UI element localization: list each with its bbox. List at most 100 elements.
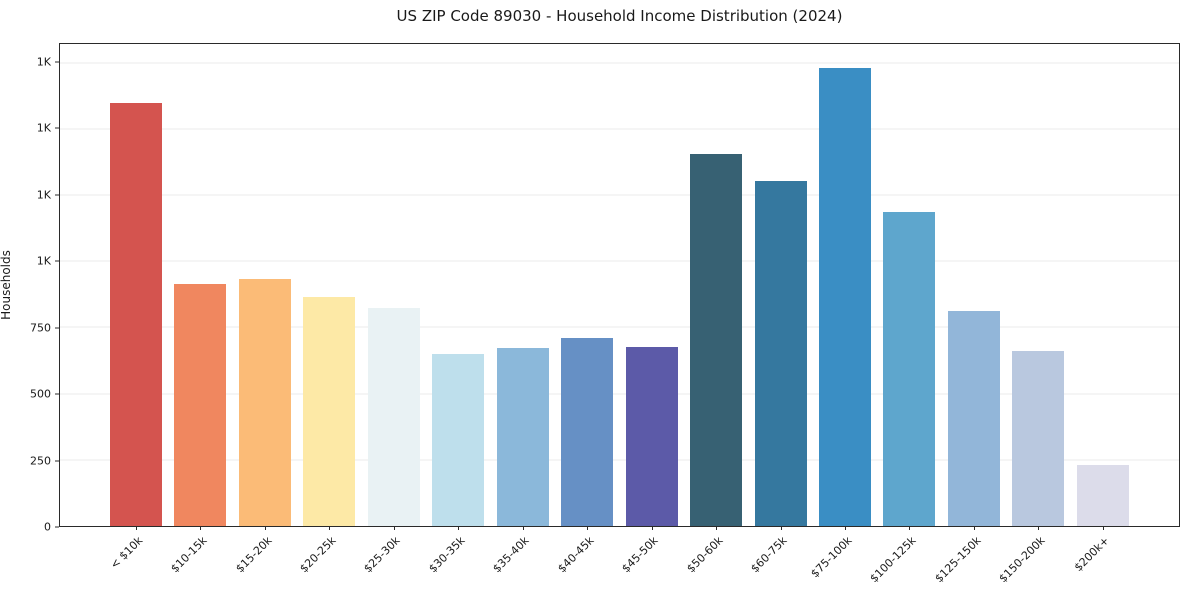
y-tick-mark [55,127,59,129]
chart-title: US ZIP Code 89030 - Household Income Dis… [396,7,843,25]
x-tick-label: $60-75k [748,534,790,576]
gridline [60,260,1179,262]
bar-slot: $40-45k [555,44,614,575]
bar-slot: $60-75k [748,44,807,575]
plot-area: < $10k $10-15k $15-20k $20-25k $25-30k $30-35… [59,43,1180,585]
bar-10k [110,102,162,526]
bar-15-20k [238,279,291,526]
y-tick-label: 750 [30,321,51,335]
x-tick-mark [973,526,975,530]
x-tick-mark [136,526,137,530]
bar-slot: $35-40k [491,44,549,575]
y-tick: 1K [37,188,59,201]
bar-75-100k [818,67,871,526]
bar-slot: $45-50k [620,44,678,575]
y-tick: 500 [30,388,59,401]
bars-layer: < $10k $10-15k $15-20k $20-25k $25-30k $30-35… [60,44,1179,585]
gridline [60,62,1179,64]
x-tick-mark [909,526,911,530]
y-tick: 1K [37,255,59,268]
y-tick-mark [55,260,59,262]
y-tick-mark [55,526,59,528]
y-tick: 0 [44,521,59,534]
x-tick-label: $15-20k [232,534,275,576]
y-tick-label: 1K [36,254,51,268]
y-tick-mark [55,194,59,196]
bar-slot: < $10k [108,44,162,572]
x-tick-label: $20-25k [297,534,339,576]
gridline [60,393,1179,395]
y-tick-label: 1K [36,55,51,69]
bar-slot: $25-30k [362,44,420,575]
bar-30-35k [432,353,485,526]
bar-slot: $30-35k [426,44,485,575]
x-tick-mark [1102,526,1104,530]
bar-slot: $50-60k [684,44,743,575]
x-tick-label: $75-100k [807,534,855,581]
bar-35-40k [496,348,549,526]
bar-slot: $100-125k [867,44,936,585]
bar-200k [1076,464,1129,526]
x-tick-label: $10-15k [168,534,210,576]
x-tick-label: $100-125k [867,534,919,586]
bar-slot: $125-150k [932,44,1000,585]
bar-slot: $15-20k [233,44,291,575]
bar-45-50k [625,346,678,526]
x-tick-label: $30-35k [426,534,468,576]
x-tick-label: $200k+ [1071,534,1112,575]
x-tick-mark [780,526,782,530]
bar-125-150k [947,311,1000,526]
bar-slot: $200k+ [1072,44,1129,574]
bar-100-125k [883,212,936,526]
x-tick-label: $125-150k [931,534,984,586]
y-tick: 1K [37,122,59,135]
gridlines-layer [60,44,1179,526]
y-tick-mark [55,327,59,329]
y-tick-label: 250 [30,454,51,468]
bar-60-75k [754,181,807,526]
x-tick-mark [716,526,718,530]
y-tick: 250 [30,454,59,467]
x-tick-mark [1038,526,1040,530]
bar-slot: $20-25k [297,44,356,575]
y-axis: 0 250 500 750 1K 1K 1K 1K [0,43,59,534]
y-tick-label: 1K [36,188,51,202]
x-tick-mark [844,526,846,530]
x-tick-mark [651,526,653,530]
x-tick-label: $50-60k [684,534,726,576]
bar-40-45k [561,337,614,526]
bar-slot: $10-15k [168,44,227,575]
y-tick-mark [55,61,59,63]
bar-25-30k [367,307,420,526]
x-tick-label: $35-40k [490,534,532,576]
y-tick-mark [55,460,59,462]
x-tick-mark [522,526,524,530]
gridline [60,194,1179,196]
bar-50-60k [690,153,743,526]
gridline [60,128,1179,130]
y-tick-label: 500 [30,387,51,401]
x-tick-mark [329,526,331,530]
y-tick-label: 0 [44,520,51,534]
x-tick-mark [587,526,589,530]
x-tick-mark [458,526,460,530]
y-tick-label: 1K [36,121,51,135]
x-tick-mark [264,526,266,530]
x-tick-label: $25-30k [361,534,404,576]
y-tick: 750 [30,321,59,334]
x-tick-label: $150-200k [996,534,1048,586]
x-tick-mark [200,526,202,530]
y-tick-mark [55,393,59,395]
y-tick: 1K [37,55,59,68]
bar-150-200k [1012,351,1065,526]
gridline [60,326,1179,328]
gridline [60,459,1179,461]
bar-slot: $150-200k [996,44,1065,585]
bar-20-25k [303,296,356,526]
x-tick-label: $45-50k [619,534,661,576]
x-tick-label: $40-45k [555,534,597,576]
x-tick-label: < $10k [107,534,146,572]
bar-10-15k [174,284,227,526]
x-tick-mark [393,526,395,530]
